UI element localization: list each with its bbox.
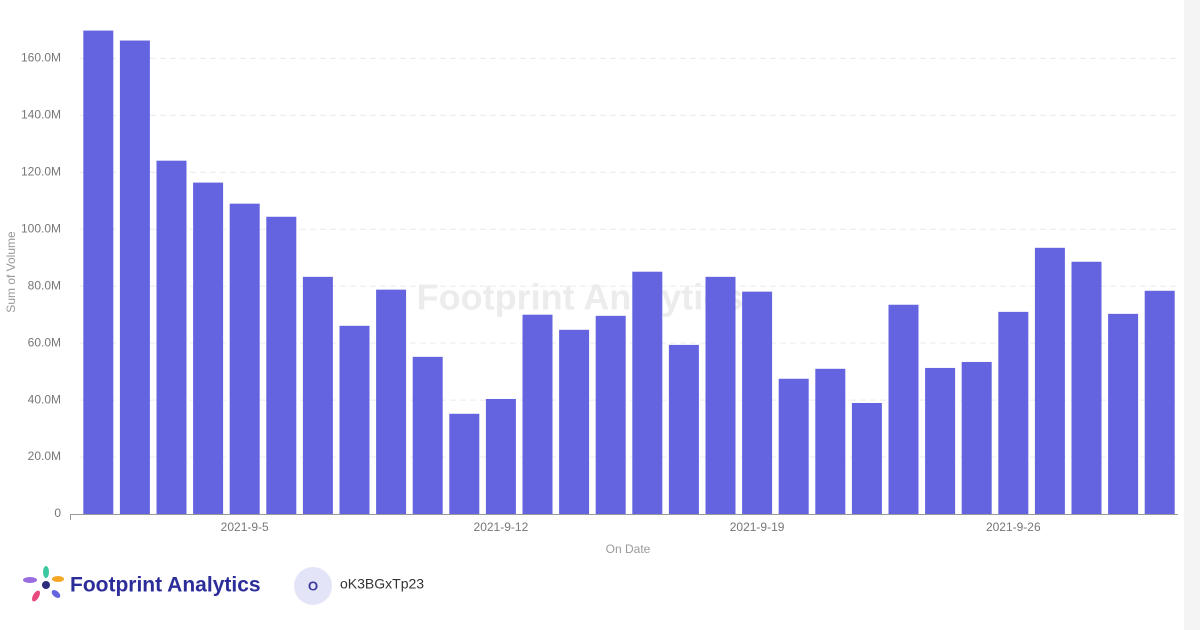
- x-tick-label: 2021-9-12: [474, 520, 529, 534]
- bar: [595, 315, 626, 514]
- bar: [1034, 247, 1065, 515]
- y-tick-label: 120.0M: [21, 165, 61, 179]
- bar: [522, 314, 553, 514]
- scrollbar: [1184, 0, 1200, 630]
- bar: [119, 40, 150, 514]
- bar: [1144, 290, 1175, 514]
- bar: [449, 413, 480, 514]
- bar: [156, 160, 187, 514]
- logo: [23, 566, 64, 602]
- y-tick-label: 100.0M: [21, 221, 61, 235]
- bar: [705, 276, 736, 514]
- bar: [229, 203, 260, 514]
- avatar-initial: O: [308, 578, 318, 593]
- y-tick-label: 20.0M: [28, 449, 61, 463]
- bar: [778, 378, 809, 514]
- bar: [83, 30, 114, 515]
- x-tick-label: 2021-9-19: [730, 520, 785, 534]
- username: oK3BGxTp23: [340, 576, 424, 592]
- bar: [668, 344, 699, 514]
- bar: [1071, 261, 1102, 514]
- bar: [412, 356, 443, 514]
- bar: [559, 329, 590, 514]
- brand: Footprint Analytics: [70, 574, 261, 597]
- y-tick-label: 80.0M: [28, 278, 61, 292]
- y-tick-label: 140.0M: [21, 108, 61, 122]
- x-tick-label: 2021-9-5: [221, 520, 269, 534]
- bar: [302, 276, 333, 514]
- bar: [266, 216, 297, 514]
- y-tick-label: 60.0M: [28, 335, 61, 349]
- bar: [485, 398, 516, 514]
- x-tick-label: 2021-9-26: [986, 520, 1041, 534]
- watermark: Footprint Analytics: [417, 277, 744, 318]
- bar: [961, 361, 992, 514]
- bar: [851, 402, 882, 514]
- avatar: [294, 567, 332, 605]
- y-tick-label: 0: [54, 506, 61, 520]
- bar: [193, 182, 224, 514]
- bar: [632, 271, 663, 514]
- bar: [815, 368, 846, 514]
- y-axis-label: Sum of Volume: [4, 231, 18, 313]
- bar: [339, 325, 370, 514]
- bar: [925, 367, 956, 514]
- bar: [376, 289, 407, 514]
- y-tick-label: 40.0M: [28, 392, 61, 406]
- bar: [742, 291, 773, 514]
- bar: [998, 311, 1029, 514]
- bar: [1108, 313, 1139, 514]
- x-axis-label: On Date: [606, 542, 651, 556]
- y-tick-label: 160.0M: [21, 51, 61, 65]
- bar: [888, 304, 919, 514]
